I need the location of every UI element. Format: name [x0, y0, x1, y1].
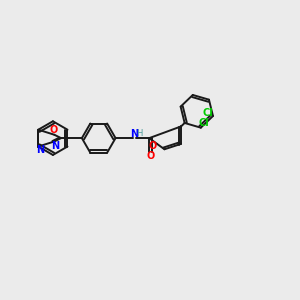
- Text: N: N: [36, 146, 44, 155]
- Text: Cl: Cl: [198, 118, 209, 128]
- Text: O: O: [149, 141, 157, 151]
- Text: H: H: [136, 129, 142, 138]
- Text: O: O: [49, 125, 58, 135]
- Text: Cl: Cl: [202, 108, 213, 118]
- Text: N: N: [51, 141, 59, 152]
- Text: N: N: [130, 129, 138, 139]
- Text: O: O: [147, 151, 155, 161]
